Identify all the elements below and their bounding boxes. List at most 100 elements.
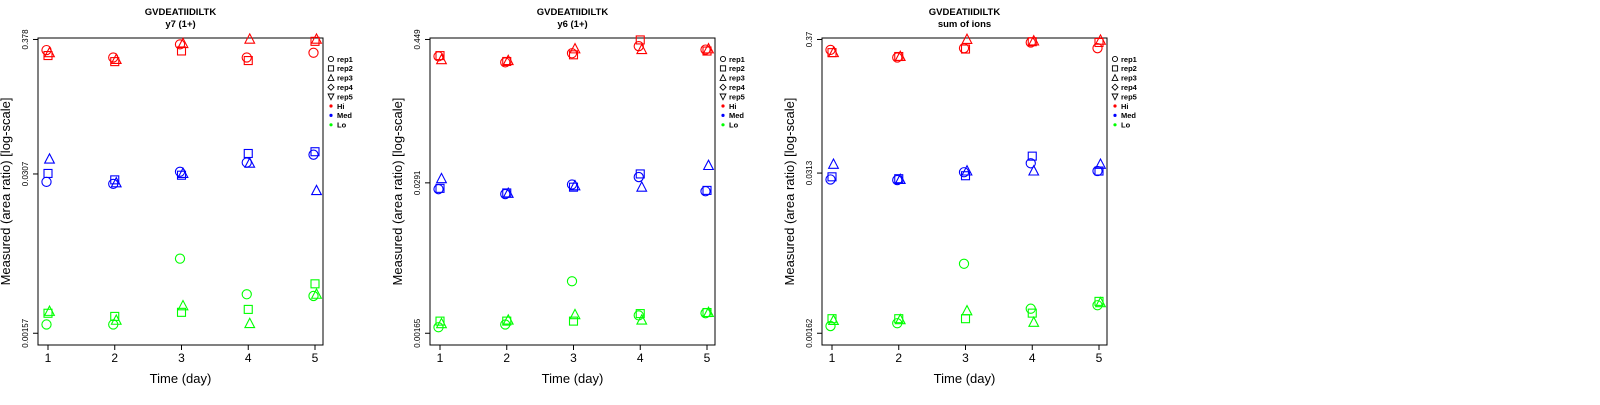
data-point xyxy=(435,172,448,184)
data-point xyxy=(635,35,645,45)
chart-subtitle: y6 (1+) xyxy=(557,19,587,30)
data-point xyxy=(43,304,56,316)
data-point xyxy=(308,149,319,160)
data-point xyxy=(41,176,52,188)
legend-swatch xyxy=(721,113,725,117)
data-point xyxy=(1092,165,1103,177)
data-point xyxy=(308,47,319,58)
data-point xyxy=(243,148,253,159)
data-point xyxy=(177,299,189,311)
x-tick-label: 3 xyxy=(570,351,577,365)
x-tick-label: 1 xyxy=(829,351,836,365)
data-point xyxy=(894,313,906,325)
legend-swatch xyxy=(1111,93,1119,101)
y-tick-label: 0.00165 xyxy=(413,318,422,347)
data-point xyxy=(1094,296,1107,308)
data-point xyxy=(827,46,840,58)
x-tick-label: 4 xyxy=(1029,351,1036,365)
data-point xyxy=(310,147,320,157)
chart-title: GVDEATIIDILTK xyxy=(537,7,609,18)
data-point xyxy=(827,314,840,326)
legend-label: rep4 xyxy=(337,83,354,92)
data-point xyxy=(435,317,448,329)
legend-label: Lo xyxy=(337,121,347,130)
legend-swatch xyxy=(719,55,727,63)
data-point xyxy=(636,313,648,325)
data-point xyxy=(892,174,903,186)
data-point xyxy=(176,46,187,56)
legend-swatch xyxy=(1111,65,1119,72)
x-tick-label: 4 xyxy=(637,351,644,365)
data-point xyxy=(960,44,971,54)
legend-label: rep4 xyxy=(729,83,746,92)
x-tick-label: 4 xyxy=(245,351,252,365)
data-point xyxy=(702,159,715,171)
data-point xyxy=(1092,43,1103,54)
x-tick-label: 2 xyxy=(895,351,902,365)
legend-swatch xyxy=(327,93,335,101)
data-point xyxy=(825,174,836,185)
y-tick-label: 0.0313 xyxy=(805,160,814,185)
data-point xyxy=(435,51,445,61)
data-point xyxy=(1028,34,1040,46)
data-point xyxy=(43,50,53,61)
legend-swatch xyxy=(1111,73,1119,81)
data-point xyxy=(566,276,578,287)
series-med xyxy=(825,151,1107,186)
legend-label: rep1 xyxy=(337,55,353,64)
data-point xyxy=(43,152,56,164)
y-tick-label: 0.00162 xyxy=(805,318,814,347)
data-point xyxy=(827,172,837,182)
legend-swatch xyxy=(327,55,335,63)
x-tick-label: 2 xyxy=(503,351,510,365)
legend-label: Med xyxy=(1121,111,1136,120)
legend-swatch xyxy=(719,93,727,101)
data-point xyxy=(310,287,323,299)
series-lo xyxy=(41,253,323,330)
x-tick-label: 5 xyxy=(704,351,711,365)
data-point xyxy=(568,50,579,60)
x-axis-label: Time (day) xyxy=(542,371,604,386)
legend-label: rep4 xyxy=(1121,83,1138,92)
legend-label: Lo xyxy=(729,121,739,130)
y-tick-label: 0.0307 xyxy=(21,161,30,186)
y-tick-label: 0.449 xyxy=(413,29,422,50)
y-axis-label: Measured (area ratio) [log-scale] xyxy=(0,98,13,286)
legend-swatch xyxy=(719,83,727,91)
data-point xyxy=(43,46,56,58)
legend-label: rep2 xyxy=(729,64,745,73)
data-point xyxy=(827,157,840,169)
data-point xyxy=(1028,164,1040,176)
data-point xyxy=(633,171,644,183)
x-tick-label: 5 xyxy=(312,351,319,365)
data-point xyxy=(241,52,252,63)
data-point xyxy=(702,306,715,318)
data-point xyxy=(1094,157,1107,169)
series-lo xyxy=(433,276,715,333)
y-axis-label: Measured (area ratio) [log-scale] xyxy=(782,98,797,286)
x-axis-label: Time (day) xyxy=(934,371,996,386)
data-point xyxy=(110,313,122,325)
data-point xyxy=(961,164,973,176)
data-point xyxy=(1094,166,1104,176)
y-tick-label: 0.37 xyxy=(805,31,814,47)
legend-swatch xyxy=(721,104,725,108)
x-tick-label: 5 xyxy=(1096,351,1103,365)
data-point xyxy=(960,171,971,181)
legend-swatch xyxy=(327,73,335,81)
data-point xyxy=(244,317,256,329)
data-point xyxy=(177,166,189,178)
data-point xyxy=(310,32,323,44)
data-point xyxy=(635,169,645,179)
chart-title: GVDEATIIDILTK xyxy=(929,7,1001,18)
legend-label: Lo xyxy=(1121,121,1131,130)
legend-swatch xyxy=(1113,113,1117,117)
series-lo xyxy=(825,258,1107,332)
